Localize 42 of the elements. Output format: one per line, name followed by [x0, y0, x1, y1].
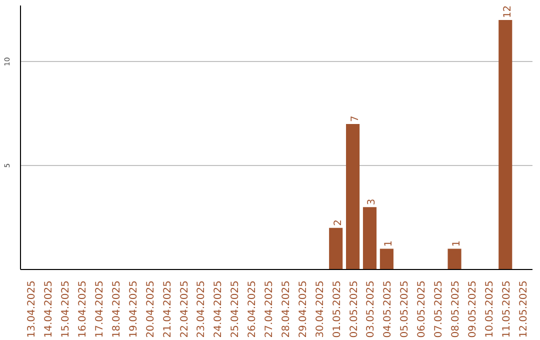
- x-tick-label: 27.04.2025: [264, 280, 276, 338]
- bar: [346, 124, 360, 270]
- x-tick-label: 14.04.2025: [44, 280, 55, 338]
- x-tick-label: 05.05.2025: [400, 280, 411, 338]
- bar: [448, 248, 462, 270]
- x-tick-label: 29.04.2025: [298, 280, 309, 338]
- x-tick-label: 17.04.2025: [94, 280, 106, 338]
- x-tick-label: 02.05.2025: [348, 280, 360, 338]
- data-label: 1: [384, 240, 395, 247]
- x-tick-label: 23.04.2025: [196, 280, 208, 338]
- bar: [380, 248, 394, 270]
- x-tick-label: 26.04.2025: [247, 280, 258, 338]
- x-tick-label: 03.05.2025: [366, 280, 377, 338]
- x-tick-label: 07.05.2025: [434, 280, 445, 338]
- x-tick-label: 11.05.2025: [501, 280, 512, 338]
- x-tick-label: 21.04.2025: [162, 280, 174, 338]
- x-tick-label: 22.04.2025: [179, 280, 190, 338]
- x-tick-label: 19.04.2025: [128, 280, 140, 338]
- x-tick-label: 09.05.2025: [467, 280, 478, 338]
- bar: [498, 20, 512, 270]
- x-tick-label: 13.04.2025: [26, 280, 38, 338]
- data-label: 1: [452, 240, 463, 247]
- x-tick-label: 06.05.2025: [416, 280, 428, 338]
- x-tick-label: 20.04.2025: [145, 280, 156, 338]
- x-tick-label: 28.04.2025: [280, 280, 292, 338]
- x-tick-label: 15.04.2025: [60, 280, 72, 338]
- x-tick-label: 08.05.2025: [450, 280, 462, 338]
- data-label: 3: [366, 198, 378, 206]
- x-tick-label: 30.04.2025: [314, 280, 326, 338]
- bar: [329, 228, 343, 270]
- x-tick-label: 16.04.2025: [78, 280, 89, 338]
- bar: [362, 207, 377, 270]
- data-label: 2: [332, 220, 344, 226]
- x-tick-label: 12.05.2025: [518, 280, 530, 338]
- x-tick-label: 18.04.2025: [111, 280, 122, 338]
- data-label: 7: [350, 116, 361, 122]
- x-tick-label: 25.04.2025: [230, 280, 242, 338]
- x-tick-label: 01.05.2025: [332, 280, 343, 338]
- x-tick-label: 10.05.2025: [484, 280, 496, 338]
- x-tick-label: 04.05.2025: [382, 280, 394, 338]
- data-label: 12: [502, 5, 514, 18]
- x-tick-label: 24.04.2025: [213, 280, 224, 338]
